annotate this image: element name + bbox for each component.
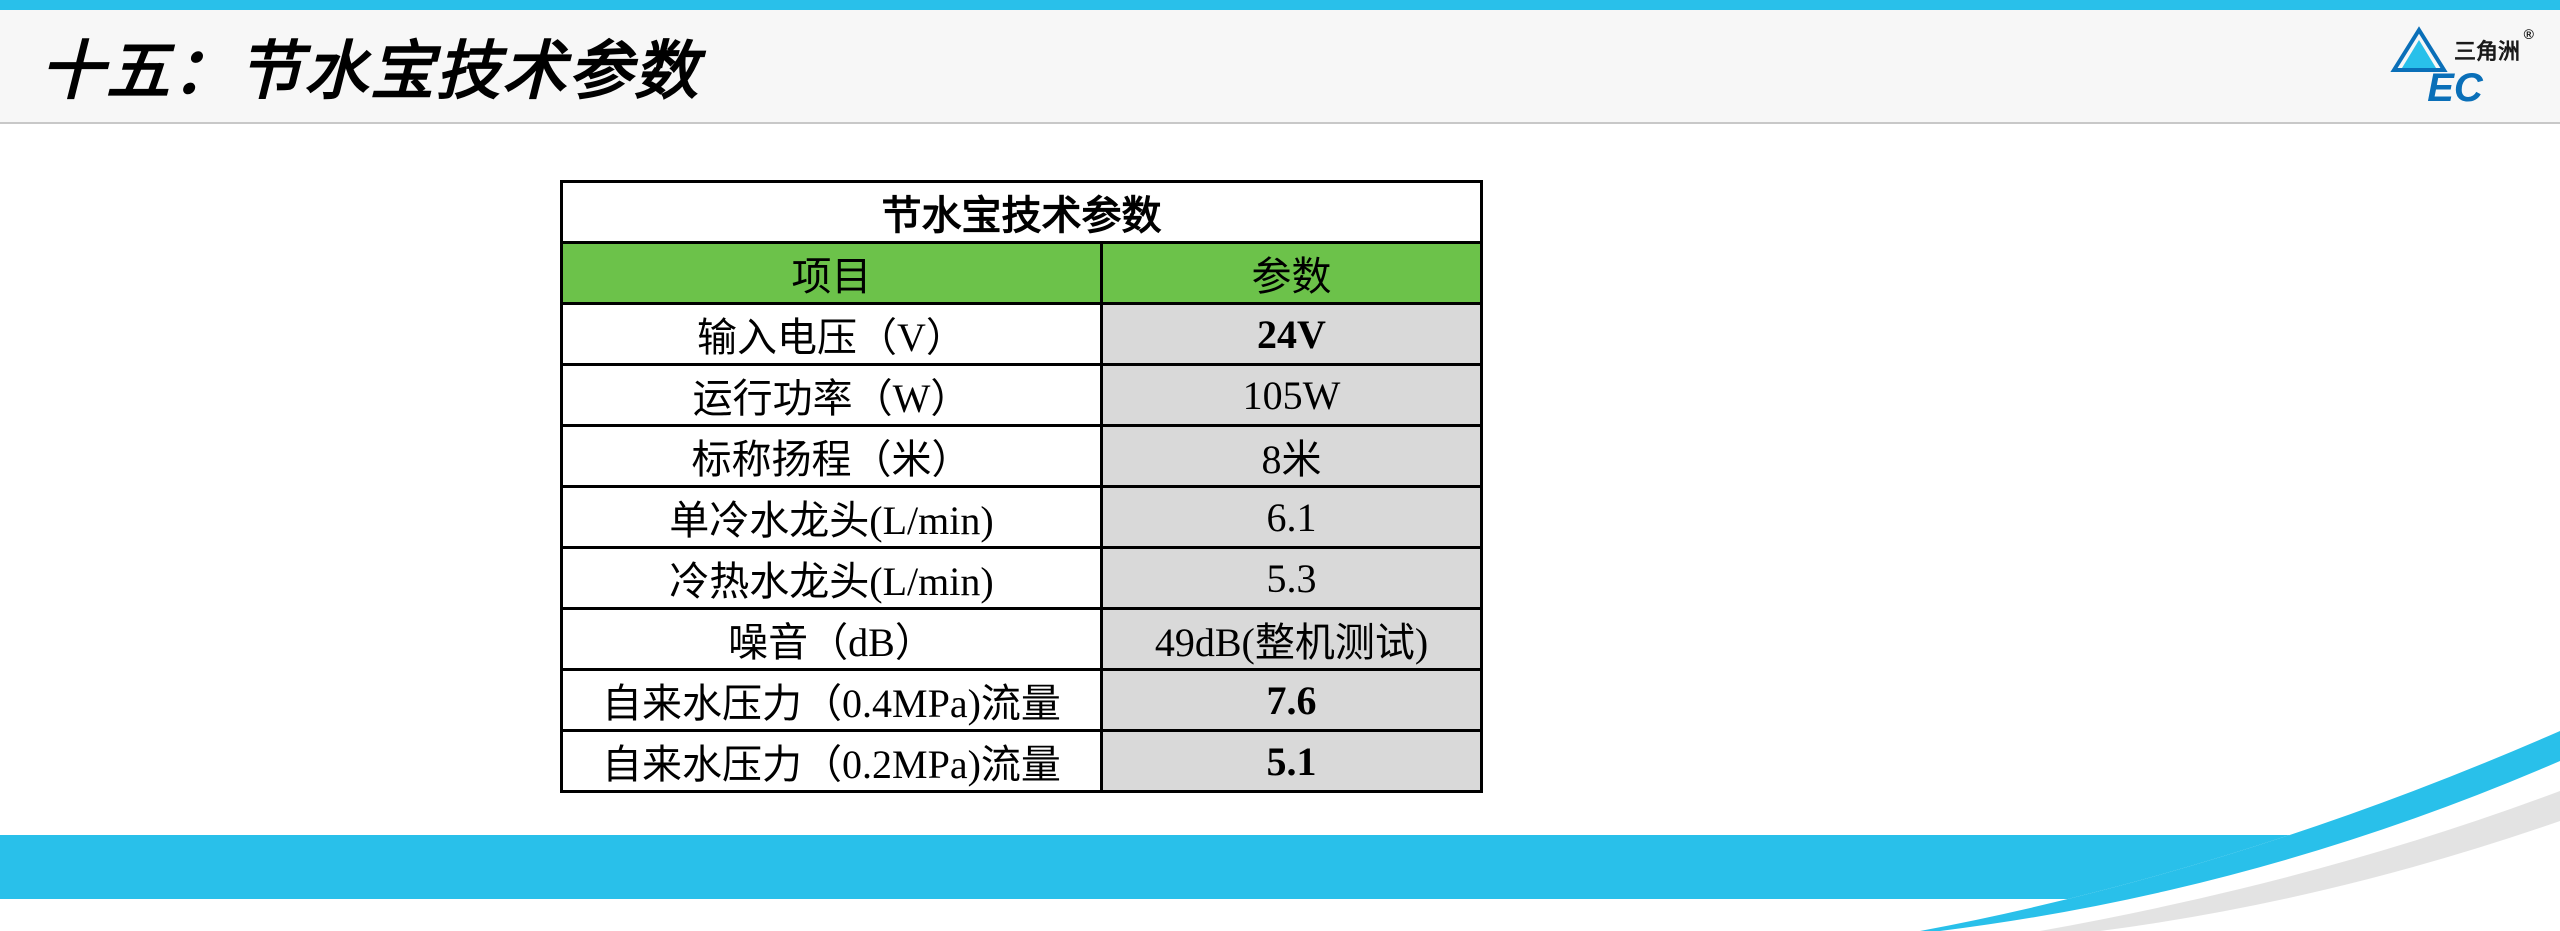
table-row: 噪音（dB）49dB(整机测试) <box>562 609 1482 670</box>
header-param: 参数 <box>1102 243 1482 304</box>
row-param: 5.3 <box>1102 548 1482 609</box>
table-row: 自来水压力（0.4MPa)流量7.6 <box>562 670 1482 731</box>
row-param: 5.1 <box>1102 731 1482 792</box>
row-item: 运行功率（W） <box>562 365 1102 426</box>
row-item: 自来水压力（0.2MPa)流量 <box>562 731 1102 792</box>
registered-mark: ® <box>2524 26 2534 42</box>
page-title: 十五：节水宝技术参数 <box>40 20 700 112</box>
row-param: 8米 <box>1102 426 1482 487</box>
table-row: 自来水压力（0.2MPa)流量5.1 <box>562 731 1482 792</box>
table-row: 标称扬程（米）8米 <box>562 426 1482 487</box>
row-item: 自来水压力（0.4MPa)流量 <box>562 670 1102 731</box>
row-item: 噪音（dB） <box>562 609 1102 670</box>
row-param: 49dB(整机测试) <box>1102 609 1482 670</box>
spec-table: 节水宝技术参数 项目 参数 输入电压（V）24V运行功率（W）105W标称扬程（… <box>560 180 1483 793</box>
table-row: 运行功率（W）105W <box>562 365 1482 426</box>
row-item: 输入电压（V） <box>562 304 1102 365</box>
row-param: 7.6 <box>1102 670 1482 731</box>
bottom-accent-bar <box>0 835 2560 899</box>
row-item: 冷热水龙头(L/min) <box>562 548 1102 609</box>
table-row: 单冷水龙头(L/min)6.1 <box>562 487 1482 548</box>
title-strip: 十五：节水宝技术参数 三角洲® EC <box>0 10 2560 124</box>
table-caption: 节水宝技术参数 <box>562 182 1482 243</box>
row-param: 24V <box>1102 304 1482 365</box>
row-item: 单冷水龙头(L/min) <box>562 487 1102 548</box>
row-param: 6.1 <box>1102 487 1482 548</box>
brand-logo: 三角洲® EC <box>2390 26 2520 106</box>
table-row: 冷热水龙头(L/min)5.3 <box>562 548 1482 609</box>
header-item: 项目 <box>562 243 1102 304</box>
logo-brand-cn: 三角洲® <box>2454 34 2520 66</box>
table-caption-row: 节水宝技术参数 <box>562 182 1482 243</box>
row-item: 标称扬程（米） <box>562 426 1102 487</box>
table-header-row: 项目 参数 <box>562 243 1482 304</box>
row-param: 105W <box>1102 365 1482 426</box>
top-accent-bar <box>0 0 2560 10</box>
spec-table-container: 节水宝技术参数 项目 参数 输入电压（V）24V运行功率（W）105W标称扬程（… <box>560 180 1483 793</box>
logo-brand-en: EC <box>2427 70 2483 106</box>
table-row: 输入电压（V）24V <box>562 304 1482 365</box>
